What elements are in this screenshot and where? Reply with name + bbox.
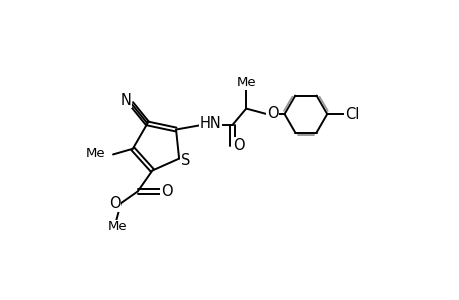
Text: O: O (109, 196, 120, 211)
Text: Me: Me (107, 220, 127, 233)
Text: HN: HN (199, 116, 220, 131)
Text: Cl: Cl (344, 106, 358, 122)
Text: Me: Me (85, 147, 105, 160)
Text: O: O (267, 106, 278, 121)
Text: O: O (161, 184, 172, 199)
Text: Me: Me (236, 76, 256, 89)
Text: N: N (120, 92, 131, 107)
Text: O: O (232, 138, 244, 153)
Text: S: S (180, 153, 190, 168)
